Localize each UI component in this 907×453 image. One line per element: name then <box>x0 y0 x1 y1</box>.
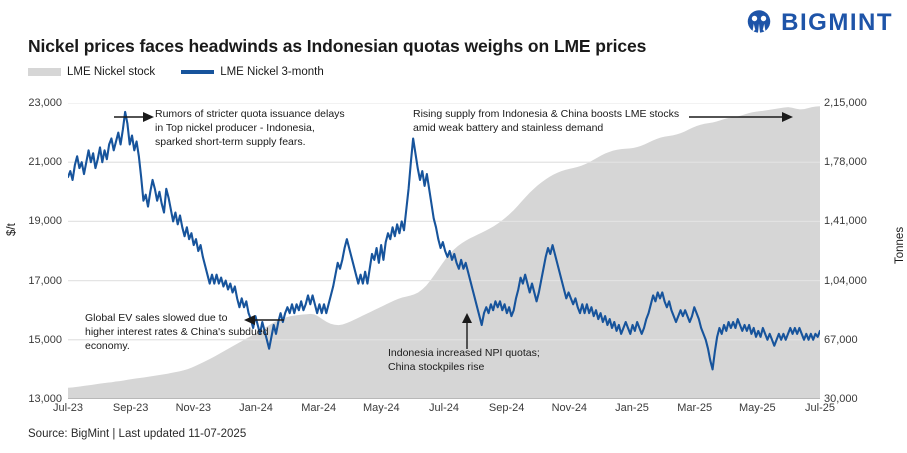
y-axis-left-tick: 13,000 <box>28 393 62 405</box>
y-axis-left-tick: 19,000 <box>28 215 62 228</box>
chart-plot-area <box>68 103 820 399</box>
x-axis-tick: Sep-24 <box>488 402 525 414</box>
y-axis-left-title: $/t <box>6 223 18 236</box>
y-axis-left-tick: 17,000 <box>28 274 62 287</box>
annotation-arrow-left-3 <box>244 315 284 325</box>
annotation-npi-quotas: Indonesia increased NPI quotas; China st… <box>388 347 540 373</box>
annotation-arrow-right-2 <box>689 112 793 122</box>
y-axis-left: 13,000 15,000 17,000 19,000 21,000 23,000 <box>0 97 62 405</box>
y-axis-right-tick: 1,41,000 <box>824 215 867 228</box>
page-title: Nickel prices faces headwinds as Indones… <box>28 36 647 56</box>
bigmint-logo-icon <box>747 10 771 34</box>
x-axis-tick: Nov-24 <box>551 402 588 414</box>
annotation-arrow-right-1 <box>114 112 154 122</box>
x-axis-tick: Mar-24 <box>301 402 337 414</box>
x-axis-tick: Jul-25 <box>805 402 835 414</box>
y-axis-right-title: Tonnes <box>894 226 906 264</box>
x-axis-tick: Jul-23 <box>53 402 83 414</box>
y-axis-right-tick: 1,04,000 <box>824 274 867 287</box>
x-axis-tick: Mar-25 <box>677 402 713 414</box>
x-axis-tick: Jan-24 <box>239 402 273 414</box>
x-axis-tick: Sep-23 <box>112 402 149 414</box>
y-axis-right-tick: 30,000 <box>824 393 858 405</box>
legend-label-stock: LME Nickel stock <box>67 66 156 78</box>
legend-item-price[interactable]: LME Nickel 3-month <box>181 66 324 78</box>
annotation-ev-sales: Global EV sales slowed due to higher int… <box>85 312 269 352</box>
legend-label-price: LME Nickel 3-month <box>220 66 324 78</box>
y-axis-left-tick: 15,000 <box>28 333 62 346</box>
x-axis-tick: May-24 <box>362 402 400 414</box>
legend-item-stock[interactable]: LME Nickel stock <box>28 66 155 78</box>
x-axis-tick: May-25 <box>738 402 776 414</box>
annotation-rising-supply: Rising supply from Indonesia & China boo… <box>413 108 680 134</box>
y-axis-left-tick: 23,000 <box>28 97 62 109</box>
legend-swatch-area-icon <box>28 68 61 76</box>
bigmint-logo: BIGMINT <box>744 8 893 38</box>
bigmint-wordmark: BIGMINT <box>781 9 893 36</box>
x-axis-tick: Jul-24 <box>429 402 459 414</box>
x-axis-tick: Jan-25 <box>615 402 649 414</box>
annotation-quota-delays: Rumors of stricter quota issuance delays… <box>155 108 345 148</box>
y-axis-right-tick: 1,78,000 <box>824 156 867 169</box>
chart-legend: LME Nickel stock LME Nickel 3-month <box>28 66 324 78</box>
chart-svg <box>68 103 820 399</box>
source-footer: Source: BigMint | Last updated 11-07-202… <box>28 428 247 440</box>
legend-swatch-line-icon <box>181 70 215 74</box>
y-axis-right-tick: 2,15,000 <box>824 97 867 109</box>
annotation-arrow-up-4 <box>462 313 472 349</box>
y-axis-right-tick: 67,000 <box>824 333 858 346</box>
x-axis: Jul-23 Sep-23 Nov-23 Jan-24 Mar-24 May-24 Jul-… <box>53 402 835 420</box>
y-axis-left-tick: 21,000 <box>28 156 62 169</box>
x-axis-tick: Nov-23 <box>175 402 212 414</box>
y-axis-right: 30,000 67,000 1,04,000 1,41,000 1,78,000 2,15… <box>824 97 894 405</box>
